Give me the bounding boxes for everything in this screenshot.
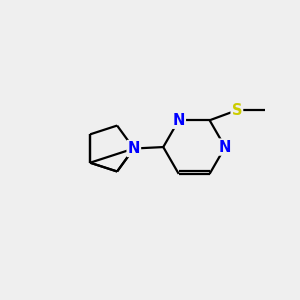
Text: S: S <box>232 103 242 118</box>
Text: N: N <box>128 141 140 156</box>
Text: N: N <box>172 113 185 128</box>
Text: N: N <box>219 140 231 154</box>
